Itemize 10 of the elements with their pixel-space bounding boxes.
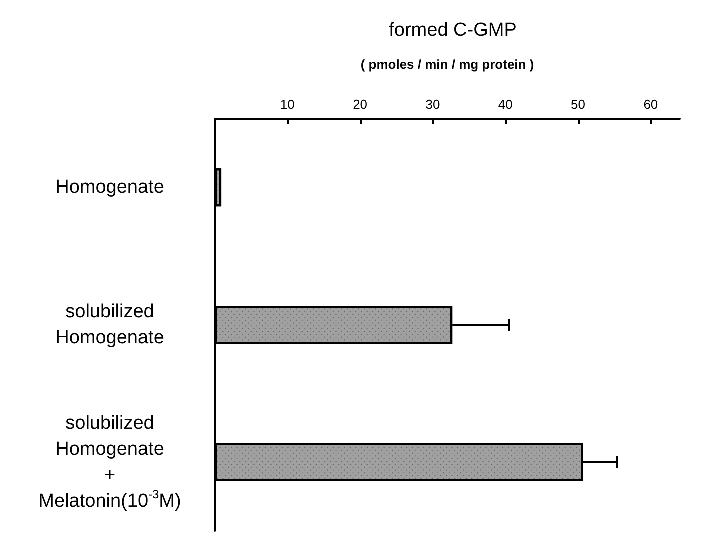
x-tick-label: 50 bbox=[571, 97, 586, 112]
x-tick-label: 10 bbox=[280, 97, 295, 112]
y-tick-label: solubilized Homogenate bbox=[56, 302, 164, 348]
y-tick-label: Homogenate bbox=[56, 177, 164, 198]
x-axis-title: ( pmoles / min / mg protein ) bbox=[360, 57, 534, 72]
x-tick-label: 20 bbox=[353, 97, 368, 112]
chart-title: formed C-GMP bbox=[389, 20, 517, 41]
x-tick-label: 40 bbox=[498, 97, 513, 112]
x-tick-label: 60 bbox=[644, 97, 658, 112]
x-tick-label: 30 bbox=[426, 97, 440, 112]
